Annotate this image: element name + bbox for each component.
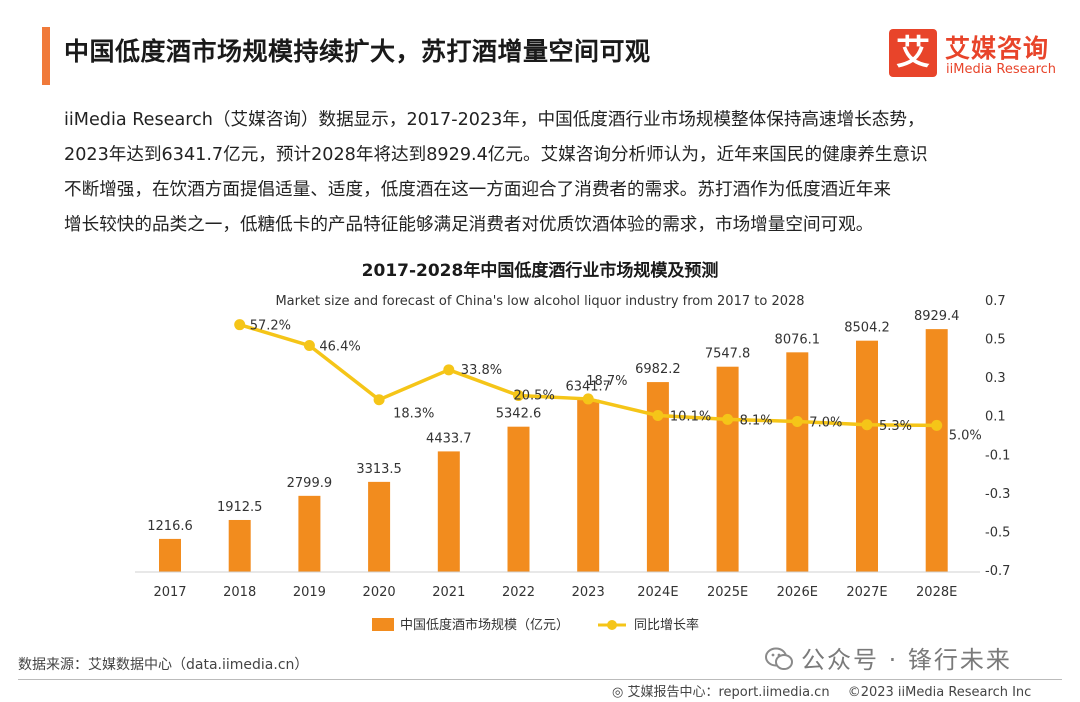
growth-rate-point (931, 419, 943, 431)
data-source: 数据来源：艾媒数据中心（data.iimedia.cn） (18, 657, 309, 673)
growth-rate-label: 18.3% (393, 407, 434, 422)
logo-name-cn: 艾媒咨询 (945, 34, 1050, 63)
y-right-tick-label: -0.5 (985, 525, 1010, 540)
intro-line: 增长较快的品类之一，低糖低卡的产品特征能够满足消费者对优质饮酒体验的需求，市场增… (64, 215, 874, 235)
page-headline: 中国低度酒市场规模持续扩大，苏打酒增量空间可观 (64, 37, 651, 66)
bar-value-label: 6341.7 (565, 380, 611, 395)
growth-rate-label: 20.5% (514, 388, 555, 403)
chart-legend: 中国低度酒市场规模（亿元） 同比增长率 (372, 617, 699, 633)
title-accent-bar (42, 27, 50, 85)
bar (786, 352, 809, 572)
growth-rate-label: 5.3% (879, 419, 912, 434)
growth-rate-label: 7.0% (809, 416, 842, 431)
y-right-tick-label: -0.3 (985, 487, 1010, 502)
bar-value-label: 8929.4 (914, 309, 960, 324)
bar (368, 481, 391, 572)
bar (856, 340, 878, 572)
x-tick-label: 2021 (432, 585, 465, 600)
bar (577, 399, 600, 572)
x-tick-label: 2028E (916, 585, 957, 600)
bar-value-label: 1216.6 (147, 519, 193, 534)
legend-bar-swatch (372, 618, 394, 631)
growth-rate-point (234, 319, 246, 331)
bar (716, 366, 739, 572)
x-tick-label: 2025E (707, 585, 748, 600)
x-tick-label: 2023 (572, 585, 605, 600)
footer: ◎ 艾媒报告中心：report.iimedia.cn ©2023 iiMedia… (612, 681, 1031, 700)
growth-rate-point (722, 413, 734, 425)
intro-paragraph: iiMedia Research（艾媒咨询）数据显示，2017-2023年，中国… (64, 103, 1054, 243)
intro-line: 2023年达到6341.7亿元，预计2028年将达到8929.4亿元。艾媒咨询分… (64, 145, 928, 165)
growth-rate-label: 46.4% (319, 340, 360, 355)
growth-rate-point (582, 393, 594, 405)
bar (507, 426, 530, 572)
bar-value-label: 8076.1 (775, 332, 821, 347)
chart-subtitle: Market size and forecast of China's low … (275, 294, 804, 309)
chart-title: 2017-2028年中国低度酒行业市场规模及预测 (362, 260, 719, 281)
report-center-icon: ◎ (612, 685, 624, 700)
bar-value-label: 2799.9 (287, 476, 333, 491)
growth-rate-point (861, 419, 873, 431)
x-tick-label: 2022 (502, 585, 535, 600)
x-tick-label: 2019 (293, 585, 326, 600)
wechat-icon (765, 647, 793, 670)
logo-name-en: iiMedia Research (946, 62, 1057, 77)
bar-value-label: 3313.5 (356, 462, 402, 477)
bar (646, 382, 669, 572)
legend-line-marker (607, 620, 617, 630)
bar (437, 451, 460, 572)
x-tick-label: 2024E (637, 585, 678, 600)
growth-rate-point (303, 340, 315, 352)
market-size-chart: 2017-2028年中国低度酒行业市场规模及预测 Market size and… (135, 260, 1010, 633)
growth-rate-label: 33.8% (461, 363, 502, 378)
bar-value-label: 5342.6 (496, 407, 542, 422)
bar-value-label: 6982.2 (635, 362, 681, 377)
intro-line: 不断增强，在饮酒方面提倡适量、适度，低度酒在这一方面迎合了消费者的需求。苏打酒作… (64, 180, 891, 200)
growth-rate-label: 10.1% (670, 410, 711, 425)
y-right-tick-label: 0.3 (985, 371, 1006, 386)
growth-rate-point (652, 410, 664, 422)
y-right-tick-label: 0.5 (985, 333, 1006, 348)
bar (228, 519, 251, 572)
growth-rate-label: 18.7% (586, 374, 627, 389)
y-right-tick-label: -0.7 (985, 564, 1010, 579)
bar-value-label: 1912.5 (217, 500, 263, 515)
x-tick-label: 2027E (846, 585, 887, 600)
watermark-text: 公众号 · 锋行未来 (801, 646, 1012, 674)
logo-mark-icon: 艾 (889, 29, 937, 77)
growth-rate-point (791, 416, 803, 427)
footer-divider (18, 679, 1062, 680)
legend-bar-label: 中国低度酒市场规模（亿元） (400, 617, 569, 633)
bar (159, 538, 181, 572)
intro-line: iiMedia Research（艾媒咨询）数据显示，2017-2023年，中国… (64, 110, 925, 130)
growth-rate-point (513, 389, 524, 401)
x-tick-label: 2026E (777, 585, 818, 600)
y-right-tick-label: -0.1 (985, 448, 1010, 463)
growth-rate-label: 57.2% (250, 319, 291, 334)
x-tick-label: 2017 (153, 585, 186, 600)
x-tick-label: 2018 (223, 585, 256, 600)
bar (925, 329, 948, 572)
growth-rate-label: 5.0% (949, 428, 982, 443)
legend-line-label: 同比增长率 (634, 617, 699, 633)
footer-copyright: ©2023 iiMedia Research Inc (847, 685, 1032, 700)
growth-rate-point (443, 364, 455, 376)
bar-value-label: 7547.8 (705, 347, 751, 362)
growth-rate-label: 8.1% (740, 413, 773, 428)
wechat-watermark: 公众号 · 锋行未来 (765, 640, 1012, 675)
footer-report: 艾媒报告中心：report.iimedia.cn (627, 685, 830, 700)
bar (298, 495, 321, 572)
bar-value-label: 8504.2 (844, 321, 890, 336)
y-right-tick-label: 0.7 (985, 294, 1006, 309)
x-tick-label: 2020 (363, 585, 396, 600)
y-right-tick-label: 0.1 (985, 410, 1006, 425)
bar-value-label: 4433.7 (426, 431, 472, 446)
brand-logo: 艾 艾媒咨询 iiMedia Research (889, 29, 1064, 81)
growth-rate-point (373, 394, 385, 406)
